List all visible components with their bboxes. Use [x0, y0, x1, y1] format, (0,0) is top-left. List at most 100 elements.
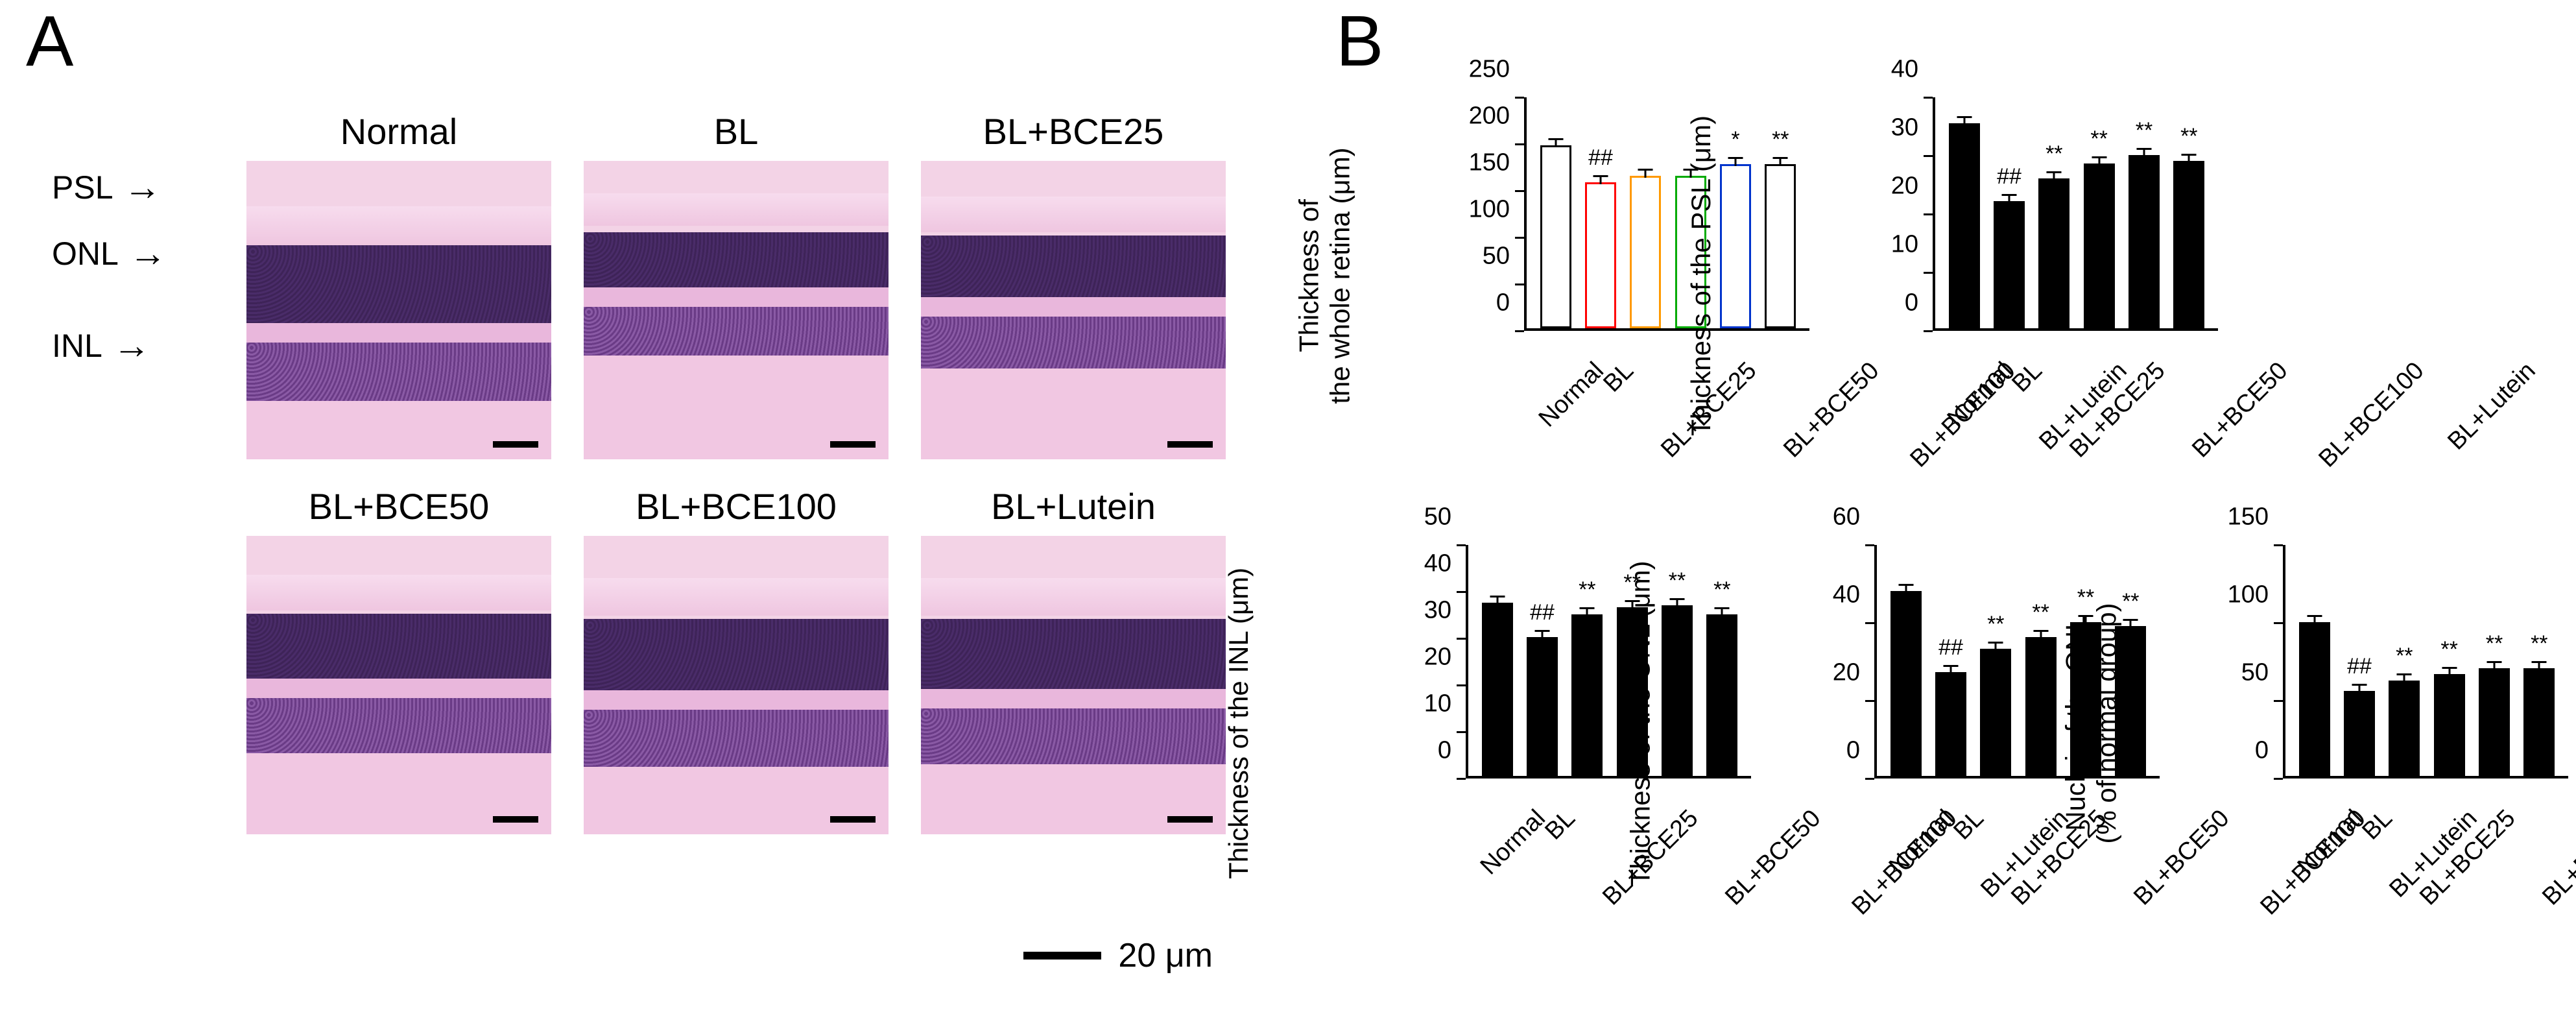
significance-marker: ** [2032, 600, 2049, 625]
layer-labels: PSL → ONL → INL → [52, 169, 167, 365]
y-tick-label: 20 [1891, 173, 1918, 200]
significance-marker: ## [2347, 654, 2372, 679]
significance-marker: ** [1772, 127, 1789, 152]
y-tick [2274, 700, 2283, 702]
retina-band-inl [246, 698, 551, 753]
bar [1949, 123, 1980, 328]
y-tick-label: 0 [1846, 737, 1860, 765]
y-tick-label: 20 [1833, 659, 1860, 687]
onl-text: ONL [52, 237, 119, 270]
bar: ** [2523, 668, 2555, 776]
error-bar [2040, 630, 2042, 639]
error-bar [1963, 116, 1965, 125]
significance-marker: ** [2090, 127, 2107, 152]
histology-cell: BL+BCE100 [584, 485, 888, 834]
retina-band-psl [921, 578, 1226, 616]
bar: ** [2025, 637, 2057, 776]
y-tick-label: 100 [1469, 196, 1510, 224]
bar: * [1720, 164, 1751, 328]
error-bar [1541, 630, 1543, 639]
retina-band-inl [921, 317, 1226, 368]
bar [1482, 603, 1513, 776]
significance-marker: ** [1669, 568, 1686, 594]
error-bar [2143, 148, 2145, 157]
retina-band-gap [921, 297, 1226, 317]
scale-bar-icon [830, 441, 876, 448]
y-tick [1515, 190, 1524, 192]
x-label: BL+BCE50 [2537, 804, 2576, 985]
scale-bar-icon [1167, 816, 1213, 823]
error-bar [1721, 607, 1723, 616]
bar: ** [2084, 163, 2115, 328]
histology-image [921, 161, 1226, 459]
y-tick [1924, 97, 1933, 99]
bar: ## [1935, 672, 1966, 776]
error-bar [2493, 661, 2495, 670]
y-tick [1515, 330, 1524, 332]
y-tick-label: 10 [1424, 690, 1451, 718]
y-tick [1865, 778, 1874, 780]
y-tick-label: 150 [2228, 503, 2269, 531]
bars-container: ##*** [1527, 97, 1809, 328]
bar: ** [1765, 164, 1796, 328]
histology-title: BL+BCE25 [921, 110, 1226, 153]
y-axis-label: Nuclei of the ONL(% of normal group) [2060, 603, 2122, 843]
bars-container: ##******** [1468, 545, 1751, 776]
panel-b-label: B [1336, 0, 1383, 82]
histology-image [246, 536, 551, 834]
chart-nuclei: Nuclei of the ONL(% of normal group)##**… [2218, 532, 2576, 915]
panel-a-label: A [26, 0, 73, 82]
panel-a: A PSL → ONL → INL → NormalBLBL+BCE25 BL+… [26, 0, 1284, 1014]
y-tick-label: 60 [1833, 503, 1860, 531]
error-bar [2448, 667, 2450, 676]
y-tick [1457, 778, 1466, 780]
y-tick-label: 30 [1891, 114, 1918, 142]
scale-bar-icon [1167, 441, 1213, 448]
psl-text: PSL [52, 171, 113, 204]
y-tick [2274, 622, 2283, 624]
y-tick-label: 30 [1424, 597, 1451, 625]
error-bar [1995, 642, 1997, 651]
y-tick [2274, 544, 2283, 546]
bar: ** [2173, 161, 2204, 328]
histology-cell: BL+BCE25 [921, 110, 1226, 459]
charts-row-top: Thickness ofthe whole retina (μm)##***05… [1459, 84, 2231, 467]
y-tick [1457, 731, 1466, 733]
significance-marker: ** [2396, 644, 2413, 669]
bar: ## [1585, 182, 1616, 328]
significance-marker: ## [1530, 600, 1555, 625]
histology-grid: NormalBLBL+BCE25 BL+BCE50BL+BCE100BL+Lut… [246, 110, 1245, 860]
x-labels: NormalBLBL+BCE25BL+BCE50BL+BCE100BL+Lute… [1466, 782, 1751, 915]
retina-band-psl [584, 193, 888, 226]
bar: ** [2434, 674, 2465, 776]
histology-cell: BL [584, 110, 888, 459]
plot-area: ## ** ** ** ** [2283, 545, 2568, 779]
histology-title: BL+BCE50 [246, 485, 551, 528]
retina-band-onl [921, 235, 1226, 297]
y-tick [1515, 284, 1524, 285]
error-bar [1676, 598, 1678, 607]
y-axis-label: Thickness of the ONL (μm) [1625, 561, 1656, 886]
retina-band-onl [921, 619, 1226, 689]
error-bar [2358, 684, 2360, 693]
charts-row-bottom: Thickness of the INL (μm)##********01020… [1401, 532, 2576, 915]
y-tick-label: 100 [2228, 581, 2269, 609]
bar: ## [1527, 637, 1558, 776]
retina-band-onl [584, 232, 888, 287]
bar [1540, 145, 1571, 328]
layer-label-inl: INL → [52, 327, 167, 365]
error-bar [2053, 171, 2055, 180]
histology-row-1: NormalBLBL+BCE25 [246, 110, 1245, 459]
y-tick-label: 40 [1891, 56, 1918, 84]
retina-band-ipl [584, 767, 888, 834]
y-tick-label: 150 [1469, 149, 1510, 177]
layer-label-onl: ONL → [52, 235, 167, 272]
bar [2299, 622, 2330, 776]
bar: ** [2038, 178, 2069, 328]
y-tick [1457, 684, 1466, 686]
significance-marker: ** [2531, 631, 2547, 657]
error-bar [2098, 156, 2100, 165]
y-tick [1515, 97, 1524, 99]
significance-marker: ** [2122, 589, 2139, 614]
significance-marker: ** [2440, 637, 2457, 662]
